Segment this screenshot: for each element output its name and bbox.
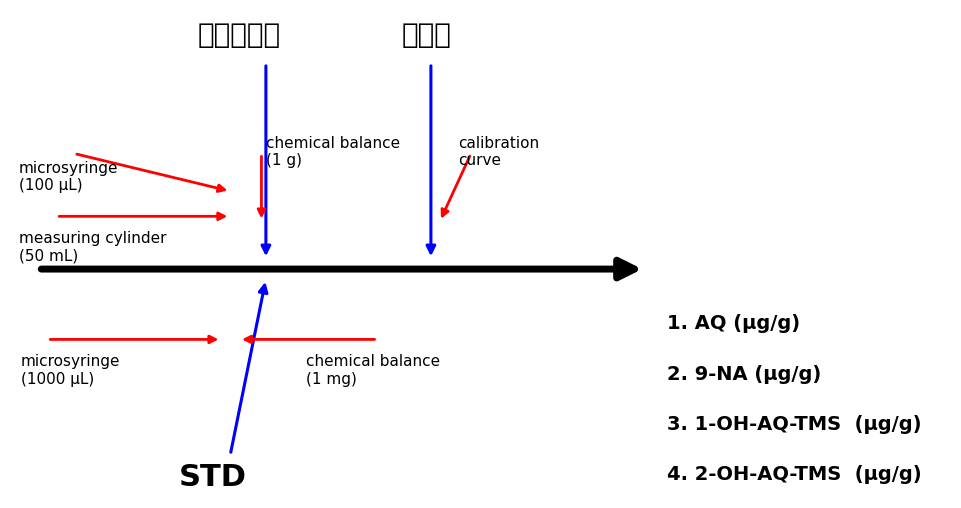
Text: measuring cylinder
(50 mL): measuring cylinder (50 mL)	[19, 231, 166, 264]
Text: 1. AQ (μg/g): 1. AQ (μg/g)	[667, 314, 800, 333]
Text: 2. 9-NA (μg/g): 2. 9-NA (μg/g)	[667, 365, 821, 384]
Text: calibration
curve: calibration curve	[457, 136, 538, 168]
Text: microsyringe
(100 μL): microsyringe (100 μL)	[19, 161, 118, 194]
Text: chemical balance
(1 mg): chemical balance (1 mg)	[306, 355, 440, 387]
Text: microsyringe
(1000 μL): microsyringe (1000 μL)	[20, 355, 120, 387]
Text: STD: STD	[178, 463, 246, 492]
Text: 검량선: 검량선	[401, 21, 451, 49]
Text: chemical balance
(1 g): chemical balance (1 g)	[265, 136, 400, 168]
Text: 시료전처리: 시료전처리	[197, 21, 281, 49]
Text: 3. 1-OH-AQ-TMS  (μg/g): 3. 1-OH-AQ-TMS (μg/g)	[667, 415, 921, 434]
Text: 4. 2-OH-AQ-TMS  (μg/g): 4. 2-OH-AQ-TMS (μg/g)	[667, 465, 921, 484]
